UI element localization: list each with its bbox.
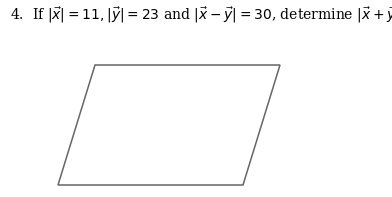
Polygon shape xyxy=(58,65,280,185)
Text: 4.  If $|\vec{x}|=11,|\vec{y}|=23$ and $|\vec{x}-\vec{y}|=30$, determine $|\vec{: 4. If $|\vec{x}|=11,|\vec{y}|=23$ and $|… xyxy=(10,5,392,25)
